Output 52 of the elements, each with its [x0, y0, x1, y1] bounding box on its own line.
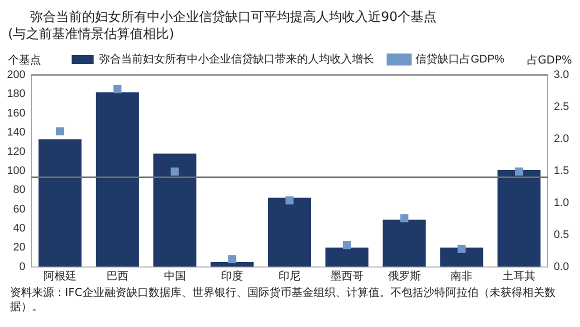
y2-tick-label: 0.0 — [554, 260, 570, 273]
x-tick-label: 墨西哥 — [330, 270, 364, 282]
bar — [268, 198, 312, 267]
bar — [38, 139, 82, 267]
y2-tick-label: 0.5 — [554, 228, 570, 241]
chart-subtitle: (与之前基准情景估算值相比) — [8, 26, 174, 43]
point — [342, 241, 351, 250]
y-tick-label: 80 — [13, 184, 26, 196]
legend-label: 弥合当前妇女所有中小企业信贷缺口带来的人均收入增长 — [99, 52, 374, 66]
y2-axis-title: 占GDP% — [526, 53, 572, 66]
bar — [210, 262, 254, 267]
y-tick-label: 40 — [13, 222, 26, 234]
text: 资料来源：IFC企业融资缺口数据库、世界银行、国际货币基金组织、计算值。不包括沙特阿拉伯（未获得相关数据）。 — [10, 286, 556, 314]
point — [400, 214, 408, 222]
y2-tick-label: 1.0 — [554, 196, 570, 209]
y2-tick-label: 2.0 — [554, 132, 570, 145]
x-tick-label: 土耳其 — [502, 269, 536, 282]
x-tick-label: 俄罗斯 — [388, 269, 421, 282]
y2-tick-label: 1.5 — [554, 164, 570, 177]
y-tick-label: 160 — [6, 107, 26, 120]
y-tick-label: 180 — [6, 88, 26, 100]
bar — [498, 170, 541, 267]
bar — [96, 92, 139, 267]
y2-tick-label: 2.5 — [554, 101, 570, 113]
point — [170, 168, 179, 176]
point — [514, 168, 524, 176]
x-tick-label: 印度 — [221, 269, 244, 282]
y2-tick-label: 3.0 — [554, 69, 570, 82]
point — [113, 85, 122, 94]
y-tick-label: 20 — [13, 242, 26, 254]
y-tick-label: 140 — [6, 126, 26, 139]
bar — [153, 154, 196, 267]
y-axis-title: 个基点 — [8, 53, 41, 66]
y-tick-label: 60 — [13, 203, 26, 216]
x-tick-label: 阿根廷 — [44, 270, 77, 282]
x-tick-label: 中国 — [164, 269, 186, 282]
point — [56, 127, 64, 136]
x-tick-label: 印尼 — [278, 269, 301, 282]
point — [228, 255, 236, 264]
y-tick-label: 200 — [6, 69, 26, 82]
point — [285, 196, 294, 204]
bar — [325, 248, 368, 267]
point — [458, 244, 466, 253]
x-tick-label: 南非 — [450, 269, 473, 282]
chart-title: 弥合当前的妇女所有中小企业信贷缺口可平均提高人均收入近90个基点 — [30, 9, 437, 26]
y-tick-label: 100 — [6, 164, 26, 177]
y-tick-label: 0 — [19, 260, 26, 273]
x-tick-label: 巴西 — [106, 270, 128, 282]
bar — [440, 248, 484, 267]
bar — [382, 220, 426, 267]
legend-label: 信贷缺口占GDP% — [416, 52, 505, 66]
y-tick-label: 120 — [6, 146, 26, 158]
